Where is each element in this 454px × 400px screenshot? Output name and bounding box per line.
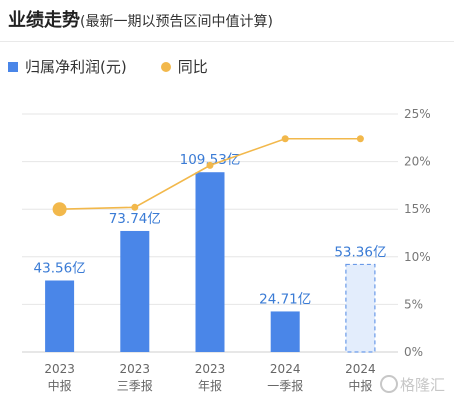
legend-label-profit: 归属净利润(元) bbox=[25, 58, 127, 76]
title-main: 业绩走势 bbox=[8, 10, 80, 31]
x-axis-tick-label: 三季报 bbox=[117, 378, 153, 393]
watermark-text: 格隆汇 bbox=[400, 376, 445, 394]
y-axis-tick-label: 25% bbox=[404, 107, 431, 121]
bar[interactable] bbox=[270, 311, 300, 352]
chart-legend: 归属净利润(元) 同比 bbox=[8, 56, 242, 77]
legend-item-profit[interactable]: 归属净利润(元) bbox=[8, 56, 127, 77]
y-axis-tick-label: 15% bbox=[404, 202, 431, 216]
x-axis-tick-label: 年报 bbox=[198, 378, 222, 393]
legend-dot-swatch bbox=[160, 61, 171, 72]
watermark-logo: 格隆汇 bbox=[380, 375, 445, 394]
chart-title: 业绩走势(最新一期以预告区间中值计算) bbox=[8, 6, 273, 32]
watermark-icon bbox=[380, 375, 398, 393]
legend-item-yoy[interactable]: 同比 bbox=[160, 56, 208, 77]
bar[interactable] bbox=[195, 172, 225, 352]
bar-value-label: 24.71亿 bbox=[259, 291, 311, 307]
yoy-point[interactable] bbox=[206, 161, 214, 169]
x-axis-tick-label: 2024 bbox=[345, 362, 376, 376]
y-axis-tick-label: 0% bbox=[404, 345, 423, 359]
title-subtitle: (最新一期以预告区间中值计算) bbox=[80, 14, 273, 30]
bar-value-label: 43.56亿 bbox=[34, 261, 86, 277]
legend-bar-swatch bbox=[8, 61, 18, 72]
bar-value-label: 53.36亿 bbox=[334, 244, 386, 260]
yoy-point[interactable] bbox=[281, 135, 289, 143]
x-axis-tick-label: 2024 bbox=[270, 362, 301, 376]
x-axis-tick-label: 一季报 bbox=[267, 378, 303, 393]
bar-value-label: 73.74亿 bbox=[109, 211, 161, 227]
header-divider bbox=[0, 41, 454, 42]
yoy-point[interactable] bbox=[356, 135, 364, 143]
bar-value-label: 109.53亿 bbox=[180, 152, 241, 168]
x-axis-tick-label: 2023 bbox=[120, 362, 151, 376]
x-axis-tick-label: 2023 bbox=[195, 362, 226, 376]
x-axis-tick-label: 中报 bbox=[348, 378, 372, 393]
x-axis-tick-label: 中报 bbox=[48, 378, 72, 393]
y-axis-tick-label: 20% bbox=[404, 155, 431, 169]
bar[interactable] bbox=[120, 230, 150, 352]
y-axis-tick-label: 5% bbox=[404, 297, 423, 311]
bar[interactable] bbox=[45, 280, 75, 352]
yoy-point[interactable] bbox=[131, 203, 139, 211]
y-axis-tick-label: 10% bbox=[404, 250, 431, 264]
legend-label-yoy: 同比 bbox=[177, 58, 208, 76]
bar-forecast[interactable] bbox=[345, 263, 376, 353]
x-axis-tick-label: 2023 bbox=[44, 362, 75, 376]
yoy-point[interactable] bbox=[52, 202, 67, 217]
